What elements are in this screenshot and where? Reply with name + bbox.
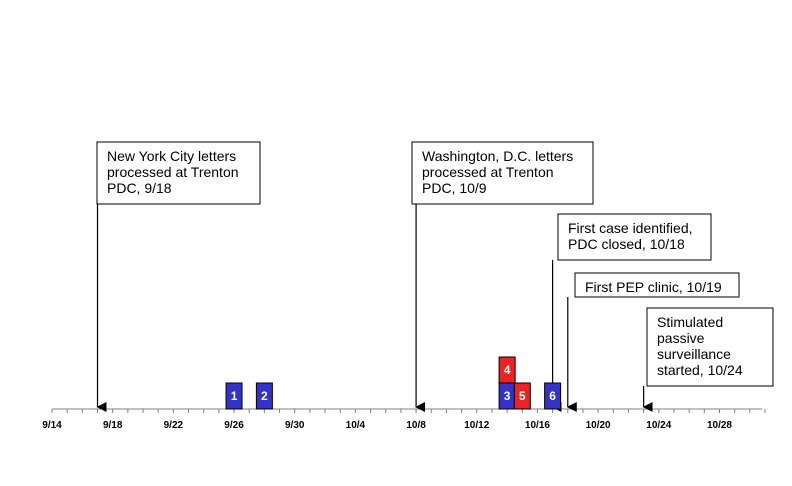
case-label: 6 <box>549 389 556 403</box>
case-box <box>544 382 562 410</box>
x-tick-label: 10/16 <box>525 420 550 431</box>
event-text: passive <box>657 330 705 346</box>
x-tick-label: 10/4 <box>346 420 366 431</box>
case-marker: 5 <box>513 382 531 410</box>
event-box <box>574 272 740 298</box>
event-text: First PEP clinic, 10/19 <box>585 279 722 295</box>
case-label: 2 <box>261 389 268 403</box>
x-tick-label: 9/22 <box>164 420 184 431</box>
event-text: PDC closed, 10/18 <box>568 236 685 252</box>
x-tick-label: 9/14 <box>42 420 62 431</box>
event-callout: First case identified,PDC closed, 10/18 <box>551 213 712 412</box>
case-marker: 3 <box>498 382 516 410</box>
event-text: Stimulated <box>657 314 723 330</box>
case-marker: 2 <box>255 382 273 410</box>
event-text: Washington, D.C. letters <box>422 148 573 164</box>
x-tick-label: 9/30 <box>285 420 305 431</box>
minor-ticks <box>51 409 766 413</box>
x-tick-label: 9/26 <box>224 420 244 431</box>
case-label: 5 <box>519 389 526 403</box>
event-box <box>557 213 712 261</box>
x-tick-label: 10/8 <box>406 420 426 431</box>
event-text: surveillance <box>657 346 731 362</box>
x-tick-label: 10/20 <box>586 420 611 431</box>
case-markers: 1 2 3 45 6 <box>225 356 562 410</box>
event-box <box>96 141 261 205</box>
case-box <box>513 382 531 410</box>
event-callout: First PEP clinic, 10/19 <box>566 272 740 412</box>
event-text: First case identified, <box>568 220 693 236</box>
case-marker: 6 <box>544 382 562 410</box>
event-box <box>646 307 774 387</box>
x-tick-label: 10/24 <box>646 420 671 431</box>
case-label: 4 <box>504 363 511 377</box>
event-text: New York City letters <box>107 148 236 164</box>
x-tick-label: 10/12 <box>464 420 489 431</box>
event-text: processed at Trenton <box>422 164 554 180</box>
case-marker: 1 <box>225 382 243 410</box>
case-label: 3 <box>504 389 511 403</box>
x-tick-labels: 9/14 9/18 9/22 9/26 9/30 10/4 10/8 10/12 10/16 10… <box>42 420 732 431</box>
event-text: PDC, 10/9 <box>422 180 487 196</box>
event-text: PDC, 9/18 <box>107 180 172 196</box>
x-tick-label: 9/18 <box>103 420 123 431</box>
case-marker: 4 <box>498 356 516 384</box>
event-text: started, 10/24 <box>657 362 743 378</box>
case-box <box>225 382 243 410</box>
event-box <box>411 141 594 205</box>
case-label: 1 <box>231 389 238 403</box>
event-text: processed at Trenton <box>107 164 239 180</box>
x-tick-label: 10/28 <box>707 420 732 431</box>
case-box <box>255 382 273 410</box>
case-box <box>498 356 516 384</box>
